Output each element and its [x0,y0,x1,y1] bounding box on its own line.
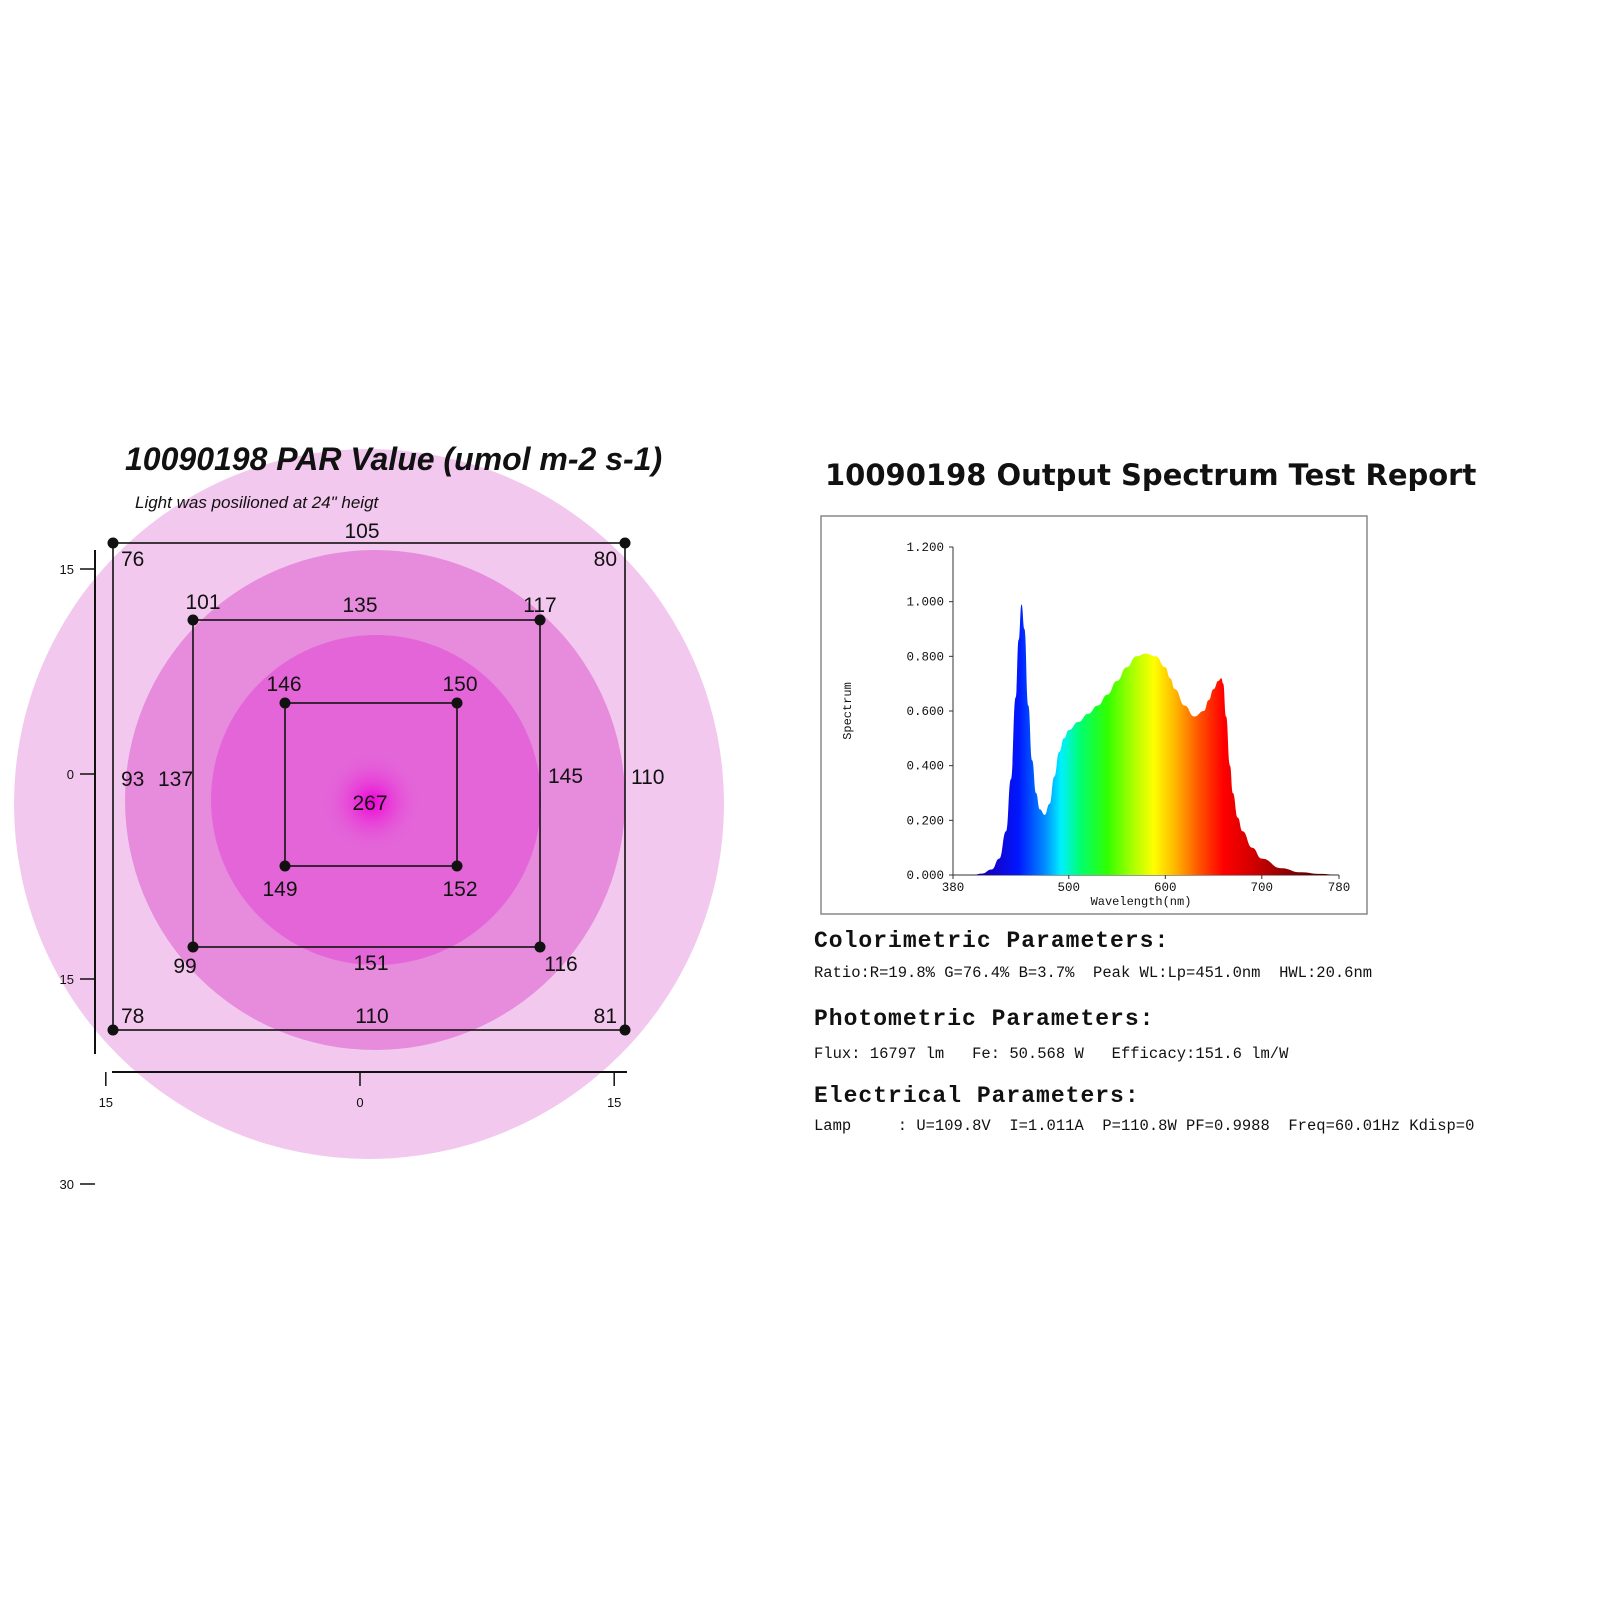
par-value-middle-top-left: 101 [185,591,220,614]
par-value-inner-bottom-right: 152 [442,878,477,901]
inner-corner-dot [279,860,291,872]
spectrum-y-tick-label: 0.800 [906,650,944,664]
center-glow [322,752,422,852]
bottom-axis-tick-label: 15 [99,1095,113,1110]
par-value-middle-top-right: 117 [523,594,556,617]
left-axis-tick-label: 30 [60,1177,74,1190]
par-value-middle-bottom: 151 [353,952,388,975]
par-title: 10090198 PAR Value (umol m-2 s-1) [125,441,662,477]
inner-corner-dot [451,697,463,709]
inner-corner-dot [279,697,291,709]
spectrum-x-tick-label: 780 [1328,881,1351,895]
middle-corner-dot [534,614,546,626]
left-axis-tick-label: 15 [60,562,74,577]
photometric-values: Flux: 16797 lm Fe: 50.568 W Efficacy:151… [814,1045,1289,1063]
spectrum-x-tick-label: 600 [1154,881,1177,895]
spectrum-xlabel: Wavelength(nm) [1091,895,1192,909]
inner-corner-dot [451,860,463,872]
par-value-outer-bottom-right: 81 [594,1005,617,1028]
photometric-heading: Photometric Parameters: [814,1006,1155,1032]
par-value-outer-bottom: 110 [355,1005,388,1028]
spectrum-y-tick-label: 0.400 [906,760,944,774]
spectrum-x-tick-label: 380 [942,881,965,895]
spectrum-y-tick-label: 1.200 [906,541,944,555]
middle-square [192,619,541,948]
par-value-outer-left: 93 [121,768,144,791]
par-value-middle-top: 135 [342,594,377,617]
colorimetric-heading: Colorimetric Parameters: [814,928,1170,954]
par-value-chart: 10090198 PAR Value (umol m-2 s-1) Light … [14,441,724,1190]
par-value-middle-left: 137 [158,768,193,791]
spectrum-x-tick-label: 700 [1251,881,1274,895]
spectrum-chart: 0.000 0.200 0.400 0.600 0.800 1.000 1.200 380 50… [820,515,1368,915]
left-axis-tick-label: 0 [67,767,74,782]
par-value-outer-bottom-left: 78 [121,1005,144,1028]
par-value-inner-bottom-left: 149 [262,878,297,901]
par-center-value: 267 [352,792,387,815]
par-value-outer-top-left: 76 [121,548,144,571]
par-value-outer-right: 110 [631,766,664,789]
colorimetric-values: Ratio:R=19.8% G=76.4% B=3.7% Peak WL:Lp=… [814,964,1373,982]
spectrum-y-tick-label: 0.000 [906,869,944,883]
outer-corner-dot [107,1024,119,1036]
par-value-middle-bottom-left: 99 [173,955,196,978]
middle-corner-dot [187,941,199,953]
par-value-inner-top-right: 150 [442,673,477,696]
spectrum-report-title: 10090198 Output Spectrum Test Report [825,458,1477,492]
outer-corner-dot [619,1024,631,1036]
spectrum-area [972,604,1339,875]
left-axis-tick-label: 15 [60,972,74,987]
bottom-axis-tick-label: 0 [356,1095,363,1110]
spectrum-y-tick-label: 0.200 [906,814,944,828]
bottom-axis-tick-label: 15 [607,1095,621,1110]
outer-square [112,542,626,1031]
inner-square [284,702,458,867]
par-value-inner-top-left: 146 [266,673,301,696]
outer-corner-dot [107,537,119,549]
middle-corner-dot [534,941,546,953]
par-value-middle-bottom-right: 116 [544,953,577,976]
spectrum-ylabel: Spectrum [841,682,855,740]
par-value-middle-right: 145 [548,765,583,788]
electrical-heading: Electrical Parameters: [814,1083,1140,1109]
par-subtitle: Light was posilioned at 24" heigt [135,493,380,512]
electrical-values: Lamp : U=109.8V I=1.011A P=110.8W PF=0.9… [814,1117,1475,1135]
par-value-outer-top: 105 [344,520,379,543]
outer-corner-dot [619,537,631,549]
spectrum-y-tick-label: 0.600 [906,705,944,719]
middle-corner-dot [187,614,199,626]
par-value-outer-top-right: 80 [594,548,617,571]
spectrum-y-tick-label: 1.000 [906,596,944,610]
spectrum-x-tick-label: 500 [1058,881,1081,895]
